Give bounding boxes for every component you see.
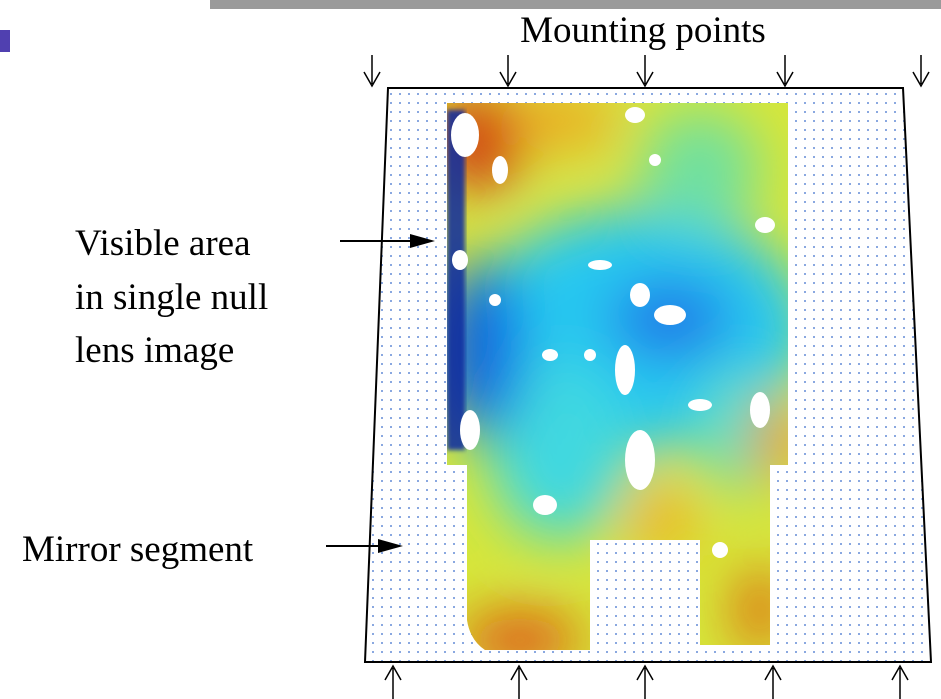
mounting-points-label: Mounting points: [520, 10, 766, 51]
window-edge: [0, 30, 10, 52]
figure: Mounting points Visible area in single n…: [0, 0, 941, 699]
visible-area-label: Visible area: [75, 223, 251, 264]
window-bar: [210, 0, 941, 9]
visible-area-label: in single null: [75, 277, 268, 318]
mirror-segment-label: Mirror segment: [22, 529, 254, 570]
visible-area-label: lens image: [75, 330, 234, 371]
